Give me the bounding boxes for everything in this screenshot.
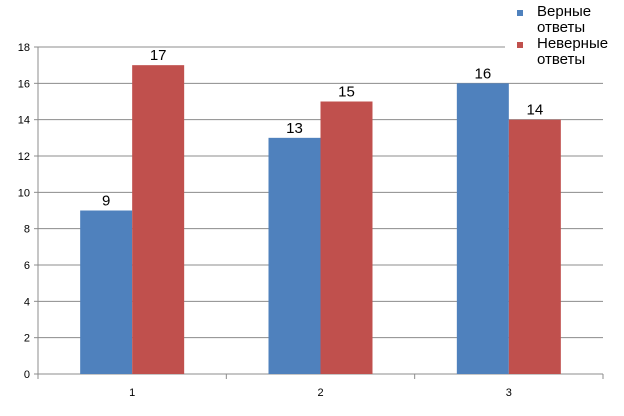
y-tick-label-8: 8: [24, 224, 30, 236]
y-tick-label-6: 6: [24, 260, 30, 272]
legend-item-correct: Верные ответы: [505, 4, 619, 36]
y-tick-label-2: 2: [24, 333, 30, 345]
x-tick-label-3: 3: [506, 387, 512, 399]
bar-s0-c3: [456, 83, 509, 374]
bar-s1-c3: [508, 119, 561, 375]
bars: [80, 65, 561, 375]
y-tick-label-4: 4: [24, 296, 30, 308]
bar-s1-c1: [132, 65, 185, 375]
legend-swatch-incorrect: [517, 42, 523, 48]
y-tick-label-14: 14: [18, 115, 30, 127]
data-label-s0-c3: 16: [474, 65, 491, 82]
bar-s0-c1: [80, 210, 133, 374]
x-tick-label-1: 1: [129, 387, 135, 399]
bar-s1-c2: [320, 101, 373, 374]
data-label-s0-c1: 9: [102, 193, 110, 210]
data-labels: 9 17 13 15 16 14: [102, 47, 543, 209]
data-label-s1-c3: 14: [526, 102, 543, 119]
bar-s0-c2: [268, 137, 321, 374]
y-tick-label-18: 18: [18, 42, 30, 54]
y-tick-label-0: 0: [24, 369, 30, 381]
legend-item-incorrect: Неверные ответы: [505, 36, 619, 68]
data-label-s1-c2: 15: [338, 84, 355, 101]
legend-swatch-correct: [517, 10, 523, 16]
y-tick-label-16: 16: [18, 78, 30, 90]
x-tick-label-2: 2: [317, 387, 323, 399]
data-label-s1-c1: 17: [150, 47, 167, 64]
data-label-s0-c2: 13: [286, 120, 303, 137]
y-tick-label-12: 12: [18, 151, 30, 163]
legend-label-correct: Верные ответы: [537, 3, 592, 36]
legend-label-incorrect: Неверные ответы: [537, 35, 609, 68]
legend: Верные ответы Неверные ответы: [505, 4, 619, 68]
y-tick-label-10: 10: [18, 187, 30, 199]
